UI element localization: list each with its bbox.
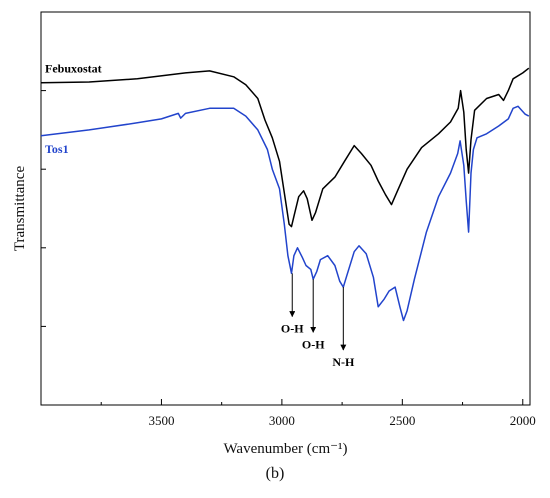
plot-frame [40, 11, 531, 406]
x-tick-label: 3500 [148, 413, 174, 428]
x-tick-label: 2000 [510, 413, 536, 428]
series-label-tos1: Tos1 [45, 142, 69, 156]
series-line-tos1 [40, 105, 530, 322]
x-tick-label: 3000 [269, 413, 295, 428]
x-axis-label: Wavenumber (cm⁻¹) [223, 441, 347, 457]
annotation-label: O-H [281, 322, 304, 336]
series-line-febuxostat [40, 67, 530, 228]
y-axis-label: Transmittance [12, 166, 28, 252]
annotation-label: O-H [302, 337, 325, 351]
panel-label: (b) [265, 465, 285, 482]
series-label-febuxostat: Febuxostat [45, 62, 102, 76]
x-tick-label: 2500 [389, 413, 415, 428]
annotation-label: N-H [332, 355, 355, 369]
